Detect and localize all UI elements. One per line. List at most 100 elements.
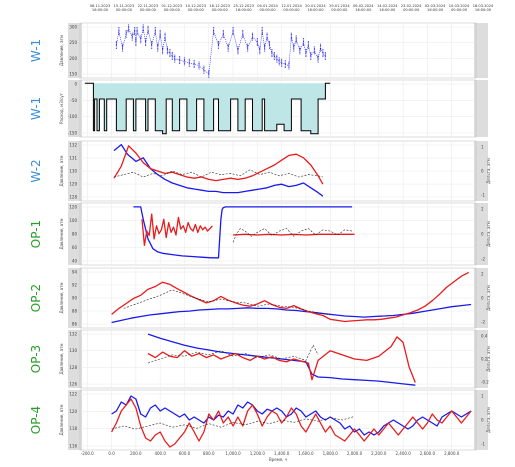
y-tick-label: -50 [70, 98, 77, 103]
top-date-label: 29.01.2024 [329, 4, 350, 8]
panel-frame [79, 329, 477, 389]
delta-line [113, 145, 324, 185]
y-tick-label: 116 [69, 444, 77, 449]
x-tick-label: 1,000.0 [225, 451, 241, 456]
y-axis-label: Давление, атм [59, 35, 64, 66]
x-tick-label: -200.0 [81, 451, 94, 456]
top-date-time: 16:00:00 [236, 8, 253, 12]
delta-line [141, 213, 213, 247]
y-tick-label: 40 [72, 259, 78, 264]
top-date-time: 16:00:00 [427, 8, 444, 12]
top-date-time: 00:00:00 [116, 8, 133, 12]
x-tick-label: 1,600.0 [298, 451, 314, 456]
top-date-time: 00:00:00 [212, 8, 229, 12]
model-line [111, 416, 355, 430]
left-gray-strip [68, 390, 82, 450]
y-tick-label: 90 [72, 296, 78, 301]
x-tick-label: 2,600.0 [420, 451, 436, 456]
top-date-label: 10.12.2023 [185, 4, 206, 8]
top-date-label: 06.02.2024 [353, 4, 374, 8]
pressure-line [111, 303, 472, 324]
top-date-time: 00:00:00 [331, 8, 348, 12]
delta-line [111, 398, 472, 448]
y-axis-label: Давление, атм [59, 283, 64, 314]
left-gray-strip [68, 330, 82, 388]
y-tick-label: 118 [69, 426, 77, 431]
right-gray-strip [474, 390, 488, 450]
x-tick-label: 0.0 [108, 451, 115, 456]
pressure-line [116, 27, 326, 75]
y-tick-label: 126 [69, 382, 77, 387]
model-line [123, 289, 331, 316]
top-date-label: 22.11.2023 [138, 4, 159, 8]
y2-tick-label: -2 [481, 320, 485, 325]
well-name-label: W-1 [29, 97, 43, 120]
right-gray-strip [474, 330, 488, 388]
y-tick-label: -100 [68, 114, 78, 119]
right-gray-strip [474, 203, 488, 265]
pressure-line [113, 143, 324, 197]
top-date-time: 00:00:00 [188, 8, 205, 12]
pressure-line [133, 206, 353, 259]
y-axis-label: Расход, м3/сут [59, 92, 64, 124]
y2-tick-label: 1 [481, 394, 484, 399]
text-layer: 08.11.202316:00:0015.11.202300:00:0022.1… [29, 4, 494, 462]
y2-tick-label: 2 [481, 207, 484, 212]
well-name-label: OP-2 [29, 284, 43, 312]
y-tick-label: -150 [68, 131, 78, 136]
x-axis-label: Время, ч [269, 457, 287, 462]
well-name-label: OP-1 [29, 220, 43, 248]
left-gray-strip [68, 203, 82, 265]
y2-axis-label: Дельта, атм [486, 221, 491, 247]
top-date-time: 00:00:00 [451, 8, 468, 12]
y-tick-label: 92 [72, 283, 78, 288]
y2-tick-label: -0.2 [481, 380, 489, 385]
right-gray-strip [474, 141, 488, 201]
top-date-label: 14.02.2024 [377, 4, 398, 8]
y-tick-label: 120 [69, 205, 77, 210]
x-tick-label: 200.0 [130, 451, 142, 456]
top-date-time: 00:00:00 [140, 8, 157, 12]
y-tick-label: 250 [69, 40, 77, 45]
x-tick-label: 1,200.0 [250, 451, 266, 456]
y-tick-label: 130 [69, 348, 77, 353]
y-tick-label: 86 [72, 322, 78, 327]
top-date-label: 18.12.2023 [209, 4, 230, 8]
y-tick-label: 129 [69, 182, 77, 187]
top-date-label: 01.12.2023 [162, 4, 183, 8]
x-tick-label: 600.0 [179, 451, 191, 456]
y2-tick-label: 0 [481, 418, 484, 423]
left-gray-strip [68, 268, 82, 328]
top-date-time: 00:00:00 [283, 8, 300, 12]
y2-tick-label: -1 [481, 193, 485, 198]
y-tick-label: 120 [69, 409, 77, 414]
y-axis-label: Давление, атм [59, 156, 64, 187]
y-tick-label: 88 [72, 309, 78, 314]
y-axis-label: Давление, атм [59, 344, 64, 375]
top-date-label: 15.11.2023 [114, 4, 135, 8]
top-date-time: 00:00:00 [164, 8, 181, 12]
series-layer [84, 24, 472, 448]
well-name-label: W-2 [29, 159, 43, 182]
top-date-label: 08.11.2023 [90, 4, 111, 8]
y-tick-label: 100 [69, 218, 77, 223]
panel-frame [79, 389, 477, 451]
y2-axis-label: Дельта, атм [486, 407, 491, 433]
y2-tick-label: 0 [481, 169, 484, 174]
top-date-label: 25.12.2023 [233, 4, 254, 8]
y2-axis-label: Дельта, атм [486, 285, 491, 311]
x-tick-label: 2,400.0 [395, 451, 411, 456]
y-tick-label: 131 [69, 156, 77, 161]
y-axis-label: Давление, атм [59, 219, 64, 250]
y2-tick-label: 0 [481, 296, 484, 301]
y2-tick-label: 1 [481, 145, 484, 150]
y2-tick-label: 0.2 [481, 357, 488, 362]
y-tick-label: 80 [72, 232, 78, 237]
y-tick-label: 300 [69, 25, 77, 30]
y2-tick-label: 0 [481, 232, 484, 237]
left-gray-strip [68, 80, 82, 137]
top-date-time: 16:00:00 [475, 8, 492, 12]
y-tick-label: 0 [74, 82, 77, 87]
top-date-time: 16:00:00 [355, 8, 372, 12]
